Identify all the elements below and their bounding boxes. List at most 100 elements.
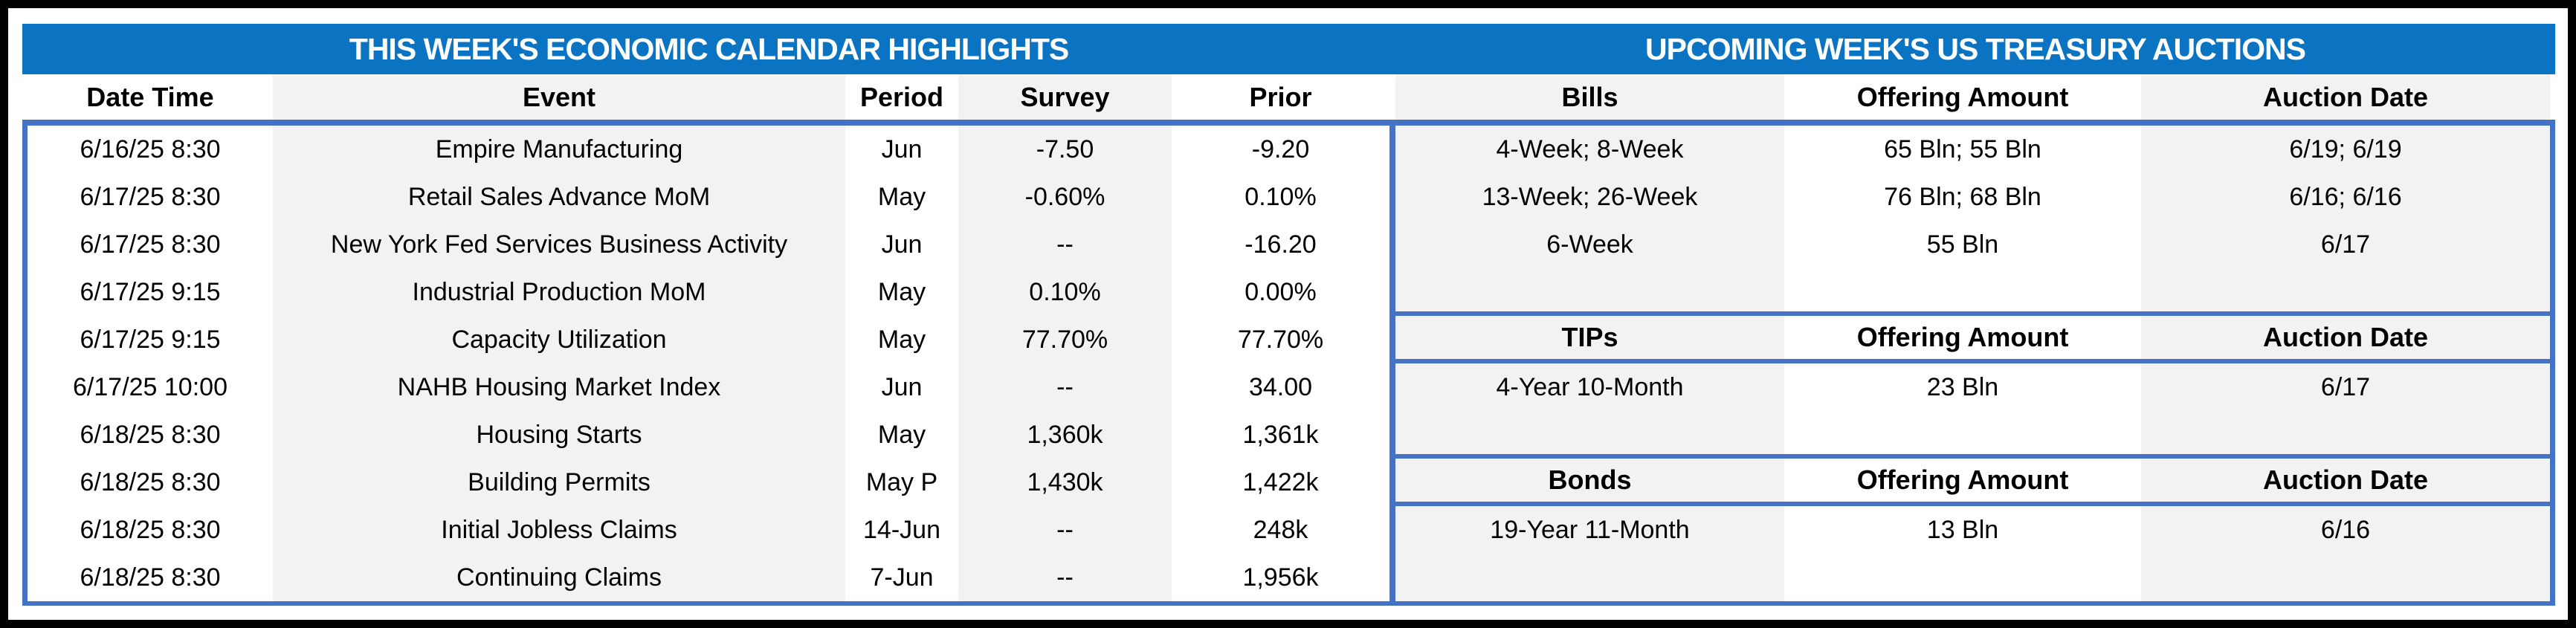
column-header-auction-date: Auction Date [2141, 459, 2550, 502]
header-rule [22, 120, 2555, 126]
column-header-period: Period [845, 74, 958, 120]
empty-row [1395, 554, 2550, 601]
empty-row [1395, 268, 2550, 311]
right-panel-title: UPCOMING WEEK'S US TREASURY AUCTIONS [1645, 32, 2306, 66]
event-cell: Empire Manufacturing [273, 126, 845, 173]
period-cell: Jun [845, 126, 958, 173]
date-time-cell: 6/18/25 8:30 [28, 411, 273, 459]
calendar-row: 6/18/25 8:30 Initial Jobless Claims 14-J… [28, 506, 1389, 554]
period-cell: May [845, 316, 958, 363]
security-cell: 13-Week; 26-Week [1395, 173, 1784, 221]
auction-row: 13-Week; 26-Week 76 Bln; 68 Bln 6/16; 6/… [1395, 173, 2550, 221]
auction-row: 6-Week 55 Bln 6/17 [1395, 221, 2550, 268]
survey-cell: -0.60% [958, 173, 1172, 221]
calendar-row: 6/17/25 10:00 NAHB Housing Market Index … [28, 363, 1389, 411]
empty-cell [1784, 411, 2141, 454]
section-divider [1395, 502, 2550, 506]
survey-cell: 0.10% [958, 268, 1172, 316]
calendar-row: 6/17/25 8:30 New York Fed Services Busin… [28, 221, 1389, 268]
auction-date-cell: 6/17 [2141, 221, 2550, 268]
column-header-event: Event [273, 74, 845, 120]
prior-cell: 77.70% [1172, 316, 1389, 363]
security-cell: 4-Week; 8-Week [1395, 126, 1784, 173]
event-cell: New York Fed Services Business Activity [273, 221, 845, 268]
event-cell: Capacity Utilization [273, 316, 845, 363]
panel-content: THIS WEEK'S ECONOMIC CALENDAR HIGHLIGHTS… [22, 24, 2555, 606]
date-time-cell: 6/17/25 10:00 [28, 363, 273, 411]
left-panel-title: THIS WEEK'S ECONOMIC CALENDAR HIGHLIGHTS [349, 32, 1069, 66]
date-time-cell: 6/18/25 8:30 [28, 459, 273, 506]
calendar-row: 6/17/25 9:15 Capacity Utilization May 77… [28, 316, 1389, 363]
section-header-bonds: Bonds Offering Amount Auction Date [1395, 459, 2550, 502]
period-cell: May [845, 411, 958, 459]
column-header-offering-amount: Offering Amount [1784, 316, 2141, 359]
empty-row [1395, 411, 2550, 454]
column-header-survey: Survey [958, 74, 1172, 120]
column-header-tips: TIPs [1395, 316, 1784, 359]
calendar-row: 6/18/25 8:30 Building Permits May P 1,43… [28, 459, 1389, 506]
period-cell: 7-Jun [845, 554, 958, 601]
survey-cell: -- [958, 554, 1172, 601]
date-time-cell: 6/18/25 8:30 [28, 554, 273, 601]
event-cell: NAHB Housing Market Index [273, 363, 845, 411]
prior-cell: 34.00 [1172, 363, 1389, 411]
auction-row: 4-Year 10-Month 23 Bln 6/17 [1395, 363, 2550, 411]
column-header-auction-date: Auction Date [2141, 316, 2550, 359]
empty-cell [1395, 268, 1784, 311]
offering-amount-cell: 65 Bln; 55 Bln [1784, 126, 2141, 173]
event-cell: Housing Starts [273, 411, 845, 459]
security-cell: 6-Week [1395, 221, 1784, 268]
offering-amount-cell: 76 Bln; 68 Bln [1784, 173, 2141, 221]
prior-cell: -16.20 [1172, 221, 1389, 268]
auction-date-cell: 6/16 [2141, 506, 2550, 554]
empty-cell [2141, 268, 2550, 311]
section-header-tips: TIPs Offering Amount Auction Date [1395, 316, 2550, 359]
offering-amount-cell: 23 Bln [1784, 363, 2141, 411]
column-header-prior: Prior [1172, 74, 1389, 120]
empty-cell [1784, 268, 2141, 311]
section-divider [1395, 359, 2550, 363]
event-cell: Retail Sales Advance MoM [273, 173, 845, 221]
offering-amount-cell: 13 Bln [1784, 506, 2141, 554]
table-bottom-border [1395, 601, 2550, 606]
event-cell: Building Permits [273, 459, 845, 506]
prior-cell: -9.20 [1172, 126, 1389, 173]
column-header-bills: Bills [1395, 74, 1784, 120]
date-time-cell: 6/17/25 9:15 [28, 268, 273, 316]
economic-calendar-table: 6/16/25 8:30 Empire Manufacturing Jun -7… [22, 126, 1395, 606]
tables-area: 6/16/25 8:30 Empire Manufacturing Jun -7… [22, 126, 2555, 606]
auction-date-cell: 6/17 [2141, 363, 2550, 411]
prior-cell: 0.10% [1172, 173, 1389, 221]
survey-cell: 77.70% [958, 316, 1172, 363]
prior-cell: 1,422k [1172, 459, 1389, 506]
date-time-cell: 6/18/25 8:30 [28, 506, 273, 554]
date-time-cell: 6/17/25 8:30 [28, 173, 273, 221]
calendar-row: 6/16/25 8:30 Empire Manufacturing Jun -7… [28, 126, 1389, 173]
calendar-row: 6/18/25 8:30 Housing Starts May 1,360k 1… [28, 411, 1389, 459]
date-time-cell: 6/17/25 8:30 [28, 221, 273, 268]
date-time-cell: 6/16/25 8:30 [28, 126, 273, 173]
period-cell: Jun [845, 221, 958, 268]
section-divider [1395, 311, 2550, 316]
auction-row: 4-Week; 8-Week 65 Bln; 55 Bln 6/19; 6/19 [1395, 126, 2550, 173]
offering-amount-cell: 55 Bln [1784, 221, 2141, 268]
survey-cell: -7.50 [958, 126, 1172, 173]
auction-date-cell: 6/16; 6/16 [2141, 173, 2550, 221]
prior-cell: 1,361k [1172, 411, 1389, 459]
calendar-row: 6/17/25 9:15 Industrial Production MoM M… [28, 268, 1389, 316]
period-cell: 14-Jun [845, 506, 958, 554]
treasury-auctions-table: 4-Week; 8-Week 65 Bln; 55 Bln 6/19; 6/19… [1395, 126, 2555, 606]
event-cell: Initial Jobless Claims [273, 506, 845, 554]
prior-cell: 248k [1172, 506, 1389, 554]
column-header-offering-amount: Offering Amount [1784, 74, 2141, 120]
auction-date-cell: 6/19; 6/19 [2141, 126, 2550, 173]
title-bar: THIS WEEK'S ECONOMIC CALENDAR HIGHLIGHTS… [22, 24, 2555, 74]
security-cell: 19-Year 11-Month [1395, 506, 1784, 554]
survey-cell: 1,430k [958, 459, 1172, 506]
column-header-date-time: Date Time [28, 74, 273, 120]
header-spacer [2550, 74, 2555, 120]
header-spacer [1389, 74, 1395, 120]
survey-cell: -- [958, 221, 1172, 268]
survey-cell: -- [958, 506, 1172, 554]
empty-cell [2141, 554, 2550, 601]
